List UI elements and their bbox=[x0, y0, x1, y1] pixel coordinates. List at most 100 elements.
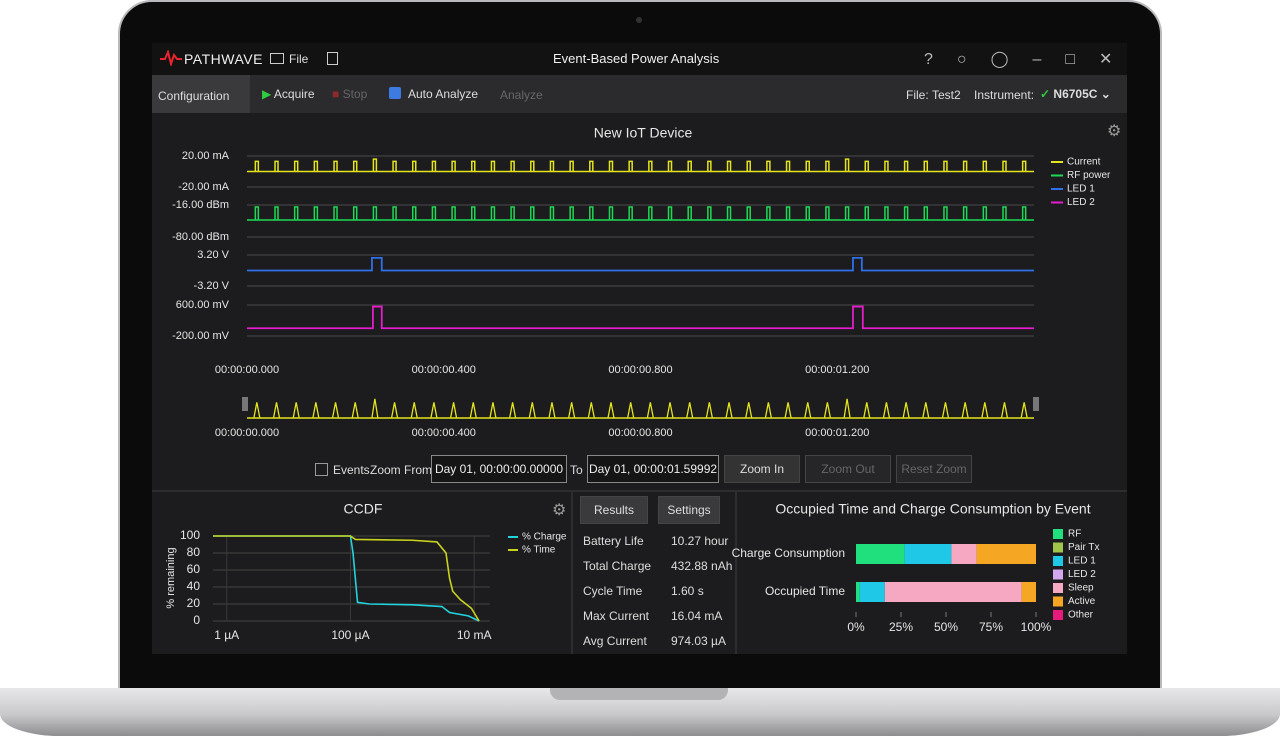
divider bbox=[571, 492, 573, 654]
x-tick-label: 00:00:00.400 bbox=[412, 364, 476, 376]
auto-analyze[interactable]: Auto Analyze bbox=[408, 87, 479, 101]
bar-segment bbox=[884, 582, 1022, 602]
pulse bbox=[431, 206, 437, 220]
overview-pulse bbox=[548, 402, 556, 419]
pulse bbox=[1021, 160, 1027, 172]
zoom-from[interactable]: Day 01, 00:00:00.00000 bbox=[431, 455, 567, 483]
y-tick-label: 600.00 mV bbox=[176, 299, 230, 311]
overview-pulse bbox=[646, 402, 654, 419]
pulse bbox=[726, 206, 732, 220]
overview-tick-label: 00:00:00.800 bbox=[608, 427, 672, 439]
config-tab[interactable] bbox=[152, 75, 250, 113]
pulse bbox=[785, 206, 791, 220]
pulse bbox=[707, 160, 712, 172]
pulse bbox=[825, 160, 830, 172]
laptop-notch bbox=[550, 688, 728, 700]
overview-pulse bbox=[587, 402, 595, 419]
instrument[interactable]: ✓ N6705C ⌄ bbox=[1040, 87, 1111, 101]
result-label: Total Charge bbox=[583, 559, 652, 573]
pulse bbox=[648, 206, 653, 220]
results-tab[interactable]: Results bbox=[580, 496, 648, 524]
file-name: Test2 bbox=[932, 88, 961, 102]
x-tick-label: 00:00:01.200 bbox=[805, 364, 869, 376]
file-menu[interactable]: File bbox=[289, 52, 309, 66]
folder-icon bbox=[270, 53, 284, 64]
pulse bbox=[785, 160, 791, 172]
ccdf-line bbox=[213, 535, 480, 622]
auto-analyze-check[interactable] bbox=[389, 87, 401, 99]
overview-pulse bbox=[253, 402, 261, 419]
settings-gear[interactable]: ⚙ bbox=[552, 502, 567, 519]
configuration[interactable]: Configuration bbox=[158, 89, 230, 103]
pulse bbox=[313, 206, 319, 220]
pulse bbox=[549, 206, 555, 220]
overview-pulse bbox=[292, 402, 300, 419]
pulse bbox=[274, 160, 279, 172]
result-value: 10.27 hour bbox=[671, 534, 729, 548]
pulse bbox=[923, 206, 929, 220]
acquire[interactable]: ▶ Acquire bbox=[262, 87, 315, 101]
window-controls[interactable]: ?○◯–□✕ bbox=[924, 51, 1137, 68]
category-label: Occupied Time bbox=[765, 584, 845, 598]
legend-swatch bbox=[1053, 583, 1063, 593]
pulse bbox=[451, 206, 456, 220]
overview-tick-label: 00:00:01.200 bbox=[805, 427, 869, 439]
logo-mark bbox=[160, 50, 182, 66]
pulse bbox=[293, 160, 299, 172]
pulse bbox=[766, 206, 771, 220]
pulse bbox=[254, 160, 260, 172]
overview-handle bbox=[1033, 397, 1039, 411]
overview-pulse bbox=[804, 402, 812, 419]
pulse bbox=[667, 206, 673, 220]
overview-pulse bbox=[941, 402, 950, 419]
zoom-to[interactable]: Day 01, 00:00:01.59992 bbox=[587, 455, 719, 483]
divider bbox=[152, 490, 1127, 492]
pulse bbox=[1021, 206, 1027, 220]
events-check[interactable] bbox=[315, 463, 328, 476]
pulse bbox=[864, 160, 870, 172]
overview-pulse bbox=[705, 402, 714, 419]
settings-gear[interactable]: ⚙ bbox=[1107, 123, 1122, 140]
legend-label: Other bbox=[1068, 610, 1094, 621]
legend-label: LED 1 bbox=[1068, 556, 1096, 567]
pulse bbox=[372, 206, 378, 220]
overview-pulse bbox=[843, 398, 851, 419]
overview-pulse bbox=[686, 402, 694, 419]
x-tick-label: 00:00:00.800 bbox=[608, 364, 672, 376]
y-tick-label: -16.00 dBm bbox=[172, 199, 229, 211]
pulse bbox=[825, 206, 830, 220]
pulse bbox=[628, 160, 633, 172]
y-tick-label: -80.00 dBm bbox=[172, 231, 229, 243]
toolbar bbox=[152, 75, 1127, 113]
acquire-label[interactable]: Acquire bbox=[273, 87, 315, 101]
clipboard-icon[interactable] bbox=[327, 52, 338, 65]
events: Events bbox=[333, 463, 370, 477]
y-tick-label: -3.20 V bbox=[194, 280, 230, 292]
y-tick-label: -200.00 mV bbox=[172, 330, 230, 342]
overview-pulse bbox=[371, 398, 379, 419]
pulse bbox=[844, 158, 850, 172]
pulse bbox=[982, 160, 988, 172]
y-tick-label: 80 bbox=[187, 545, 201, 559]
file-label: File: bbox=[906, 88, 929, 102]
zoom-in[interactable]: Zoom In bbox=[724, 455, 800, 483]
legend-swatch bbox=[1053, 569, 1063, 580]
overview-pulse bbox=[1020, 402, 1028, 419]
pulse bbox=[726, 160, 732, 172]
pulse bbox=[648, 160, 653, 172]
event-title: Occupied Time and Charge Consumption by … bbox=[775, 501, 1090, 517]
settings-tab[interactable]: Settings bbox=[658, 496, 720, 524]
divider bbox=[735, 492, 737, 654]
bar-segment bbox=[976, 544, 1036, 564]
pulse bbox=[254, 206, 260, 220]
pulse bbox=[589, 206, 594, 220]
overview-pulse bbox=[449, 402, 458, 419]
result-value: 974.03 µA bbox=[671, 634, 726, 648]
instrument-name[interactable]: N6705C bbox=[1053, 87, 1098, 101]
x-tick-label: 00:00:00.000 bbox=[215, 364, 279, 376]
pulse bbox=[510, 206, 515, 220]
pulse bbox=[884, 206, 889, 220]
zoom-out: Zoom Out bbox=[805, 455, 891, 483]
pulse bbox=[411, 206, 417, 220]
